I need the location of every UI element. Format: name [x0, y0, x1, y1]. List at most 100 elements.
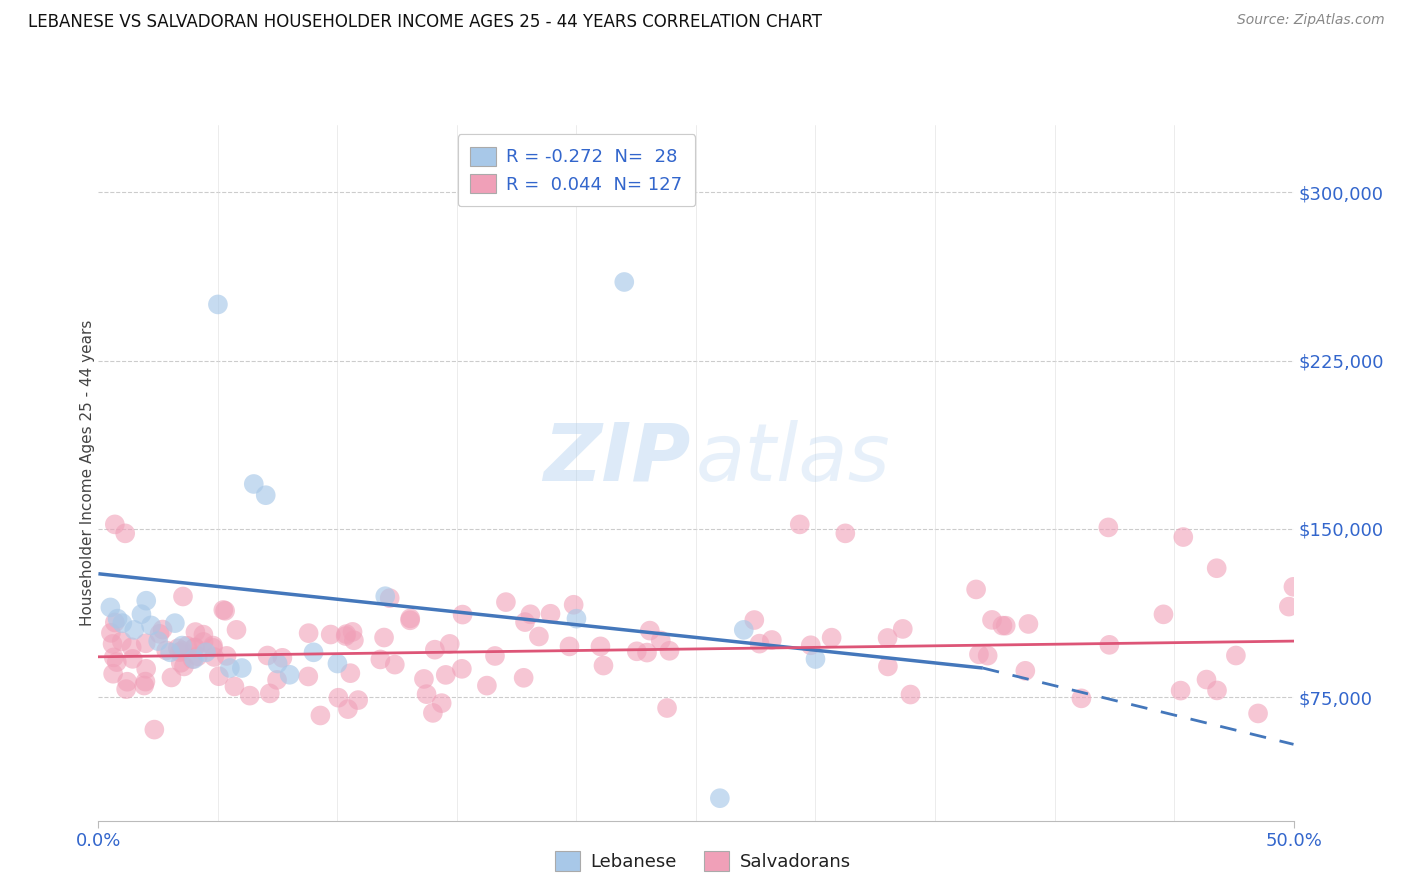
Lebanese [733, 623, 755, 637]
Salvadorans [103, 650, 125, 665]
Salvadorans [328, 690, 350, 705]
Y-axis label: Householder Income Ages 25 - 44 years: Householder Income Ages 25 - 44 years [80, 319, 94, 626]
Salvadorans [1070, 691, 1092, 706]
Lebanese [163, 616, 186, 631]
Salvadorans [891, 622, 914, 636]
Salvadorans [1014, 664, 1036, 678]
Salvadorans [834, 526, 856, 541]
Salvadorans [239, 689, 262, 703]
Lebanese [613, 275, 636, 289]
Salvadorans [224, 680, 246, 694]
Salvadorans [184, 640, 207, 655]
Salvadorans [335, 627, 357, 641]
Salvadorans [965, 582, 987, 597]
Lebanese [183, 652, 205, 666]
Lebanese [131, 607, 153, 622]
Salvadorans [370, 652, 392, 666]
Salvadorans [100, 625, 122, 640]
Lebanese [135, 593, 157, 607]
Lebanese [267, 657, 290, 671]
Salvadorans [475, 679, 498, 693]
Lebanese [124, 623, 146, 637]
Salvadorans [413, 672, 436, 686]
Text: ZIP: ZIP [543, 420, 690, 498]
Text: Source: ZipAtlas.com: Source: ZipAtlas.com [1237, 13, 1385, 28]
Salvadorans [148, 627, 170, 641]
Salvadorans [121, 640, 143, 655]
Lebanese [98, 600, 122, 615]
Salvadorans [134, 679, 156, 693]
Salvadorans [319, 627, 342, 641]
Salvadorans [215, 648, 238, 663]
Salvadorans [336, 702, 359, 716]
Salvadorans [101, 666, 124, 681]
Salvadorans [450, 662, 472, 676]
Lebanese [278, 667, 301, 681]
Salvadorans [1097, 520, 1119, 534]
Salvadorans [981, 613, 1004, 627]
Salvadorans [104, 615, 127, 630]
Salvadorans [208, 669, 231, 683]
Salvadorans [202, 650, 225, 665]
Salvadorans [181, 652, 204, 666]
Salvadorans [214, 604, 236, 618]
Salvadorans [976, 648, 998, 663]
Lebanese [139, 618, 162, 632]
Salvadorans [994, 618, 1017, 632]
Lebanese [804, 652, 827, 666]
Legend: Lebanese, Salvadorans: Lebanese, Salvadorans [547, 844, 859, 879]
Salvadorans [271, 650, 294, 665]
Salvadorans [589, 640, 612, 654]
Salvadorans [104, 517, 127, 532]
Salvadorans [495, 595, 517, 609]
Salvadorans [101, 637, 124, 651]
Lebanese [326, 657, 349, 671]
Salvadorans [134, 674, 156, 689]
Salvadorans [339, 666, 361, 681]
Salvadorans [183, 640, 205, 655]
Salvadorans [259, 686, 281, 700]
Lebanese [207, 297, 229, 311]
Salvadorans [114, 526, 136, 541]
Salvadorans [513, 615, 536, 629]
Salvadorans [1278, 599, 1301, 614]
Salvadorans [121, 652, 143, 666]
Salvadorans [176, 639, 198, 653]
Legend: R = -0.272  N=  28, R =  0.044  N= 127: R = -0.272 N= 28, R = 0.044 N= 127 [458, 134, 695, 206]
Salvadorans [298, 626, 321, 640]
Salvadorans [655, 701, 678, 715]
Salvadorans [172, 590, 194, 604]
Salvadorans [297, 669, 319, 683]
Salvadorans [115, 682, 138, 697]
Salvadorans [193, 635, 215, 649]
Salvadorans [373, 631, 395, 645]
Salvadorans [789, 517, 811, 532]
Salvadorans [423, 642, 446, 657]
Salvadorans [342, 624, 364, 639]
Text: atlas: atlas [696, 420, 891, 498]
Lebanese [709, 791, 731, 805]
Lebanese [231, 661, 253, 675]
Salvadorans [1170, 683, 1192, 698]
Salvadorans [1282, 580, 1305, 594]
Salvadorans [422, 706, 444, 720]
Salvadorans [800, 638, 823, 652]
Salvadorans [820, 631, 842, 645]
Salvadorans [626, 644, 648, 658]
Salvadorans [650, 633, 672, 648]
Salvadorans [512, 671, 534, 685]
Salvadorans [167, 641, 190, 656]
Salvadorans [562, 598, 585, 612]
Salvadorans [173, 659, 195, 673]
Lebanese [111, 616, 134, 631]
Salvadorans [169, 645, 191, 659]
Salvadorans [1206, 683, 1229, 698]
Salvadorans [399, 611, 422, 625]
Salvadorans [152, 623, 174, 637]
Salvadorans [202, 639, 225, 653]
Salvadorans [309, 708, 332, 723]
Salvadorans [135, 662, 157, 676]
Salvadorans [484, 648, 506, 663]
Text: LEBANESE VS SALVADORAN HOUSEHOLDER INCOME AGES 25 - 44 YEARS CORRELATION CHART: LEBANESE VS SALVADORAN HOUSEHOLDER INCOM… [28, 13, 823, 31]
Salvadorans [170, 656, 193, 670]
